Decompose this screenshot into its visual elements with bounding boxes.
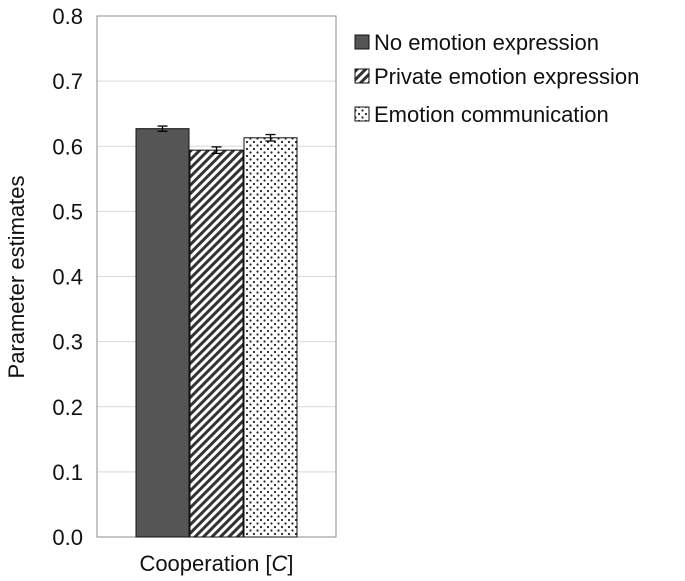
error-bar-3 [265, 133, 276, 142]
bar-3 [243, 137, 298, 538]
legend-swatch-3 [354, 106, 370, 122]
x-category-label-main: Cooperation [ [139, 551, 271, 576]
y-axis-title: Parameter estimates [4, 176, 29, 379]
y-tick-label: 0.3 [52, 330, 83, 355]
y-tick-label: 0.7 [52, 69, 83, 94]
y-tick-label: 0.1 [52, 460, 83, 485]
y-tick-label: 0.8 [52, 4, 83, 29]
y-axis: 0.0 0.1 0.2 0.3 0.4 0.5 0.6 0.7 0.8 [52, 4, 83, 550]
y-tick-label: 0.4 [52, 265, 83, 290]
error-bar-1 [157, 125, 168, 132]
legend-label-2: Private emotion expression [374, 64, 639, 89]
plot-area [96, 15, 337, 538]
y-tick-label: 0.5 [52, 199, 83, 224]
y-tick-label: 0.0 [52, 525, 83, 550]
legend: No emotion expression Private emotion exp… [354, 30, 639, 127]
bar-1 [135, 128, 190, 538]
legend-swatch-1 [354, 34, 370, 50]
x-category-label: Cooperation [C] [139, 551, 293, 576]
legend-label-1: No emotion expression [374, 30, 599, 55]
x-axis: Cooperation [C] [139, 551, 293, 576]
x-category-label-end: ] [287, 551, 293, 576]
bar-2 [189, 149, 244, 538]
x-category-label-italic: C [272, 551, 288, 576]
legend-swatch-2 [354, 68, 370, 84]
y-tick-label: 0.2 [52, 395, 83, 420]
legend-label-3: Emotion communication [374, 102, 609, 127]
error-bar-2 [211, 146, 222, 155]
y-tick-label: 0.6 [52, 134, 83, 159]
